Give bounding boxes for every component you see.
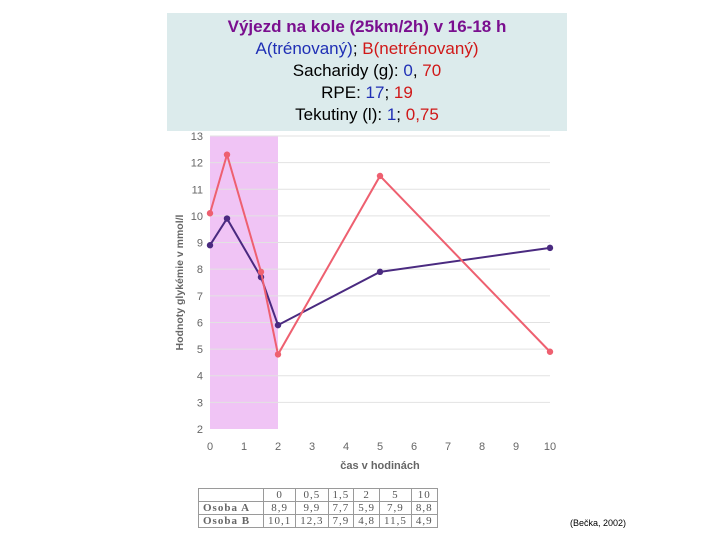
series-line (209, 151, 551, 358)
y-tick-label: 5 (197, 344, 203, 356)
y-tick-label: 13 (191, 131, 203, 143)
table-cell: 7,9 (327, 514, 355, 528)
fluids-b: 0,75 (405, 105, 439, 124)
x-tick-label: 2 (275, 441, 281, 453)
data-table: 0 0,5 1,5 2 5 10 Osoba A 8,9 9,9 7,7 5,9… (198, 488, 438, 528)
table-cell: 7,7 (327, 501, 355, 515)
data-point (376, 268, 384, 276)
table-header-cell: 0 (262, 488, 297, 502)
table-header-row: 0 0,5 1,5 2 5 10 (198, 488, 438, 502)
table-cell: 11,5 (379, 514, 412, 528)
x-tick-label: 9 (513, 441, 519, 453)
person-b-label: B(netrénovaný) (362, 39, 479, 58)
carbs-a: 0 (403, 61, 413, 80)
data-point (546, 244, 554, 252)
table-header-cell: 0,5 (295, 488, 329, 502)
fluids-prefix: Tekutiny (l): (295, 105, 387, 124)
x-tick-label: 4 (343, 441, 349, 453)
header-line-fluids: Tekutiny (l): 1; 0,75 (167, 104, 567, 126)
rpe-prefix: RPE: (321, 83, 366, 102)
separator: ; (352, 39, 363, 58)
data-point (206, 242, 214, 249)
table-header-cell (198, 488, 264, 502)
carbs-prefix: Sacharidy (g): (292, 61, 404, 80)
table-header-cell: 2 (353, 488, 380, 502)
carbs-b: 70 (422, 61, 442, 80)
table-cell: 4,8 (353, 514, 380, 528)
separator: , (412, 61, 423, 80)
table-cell: 7,9 (379, 501, 412, 515)
row-label: Osoba B (198, 514, 264, 528)
table-cell: 4,9 (410, 514, 438, 528)
y-tick-label: 11 (192, 184, 203, 196)
data-point (206, 210, 214, 217)
x-tick-label: 5 (377, 441, 383, 453)
table-cell: 12,3 (295, 514, 329, 528)
rpe-b: 19 (393, 83, 413, 102)
table-cell: 8,9 (262, 501, 297, 515)
table-cell: 10,1 (262, 514, 297, 528)
y-tick-label: 3 (197, 397, 203, 409)
header-line-persons: A(trénovaný); B(netrénovaný) (167, 38, 567, 60)
highlight-band (210, 136, 278, 429)
table-row: Osoba B 10,1 12,3 7,9 4,8 11,5 4,9 (198, 514, 438, 528)
y-tick-label: 4 (197, 371, 203, 383)
x-tick-label: 7 (445, 441, 451, 453)
chart-header: Výjezd na kole (25km/2h) v 16-18 h A(tré… (167, 13, 567, 131)
x-tick-label: 1 (241, 441, 247, 453)
data-point (223, 151, 231, 158)
data-point (546, 348, 554, 355)
data-point (257, 268, 265, 276)
table-header-cell: 5 (379, 488, 412, 502)
y-tick-label: 7 (197, 291, 203, 303)
x-tick-label: 8 (479, 441, 485, 453)
y-tick-label: 10 (191, 211, 203, 223)
x-tick-label: 3 (309, 441, 315, 453)
data-point (223, 215, 231, 222)
table-header-cell: 1,5 (327, 488, 355, 502)
data-point (274, 321, 282, 329)
y-axis-label: Hodnoty glykémie v mmol/l (174, 214, 186, 350)
table-cell: 5,9 (353, 501, 380, 515)
person-a-label: A(trénovaný) (255, 39, 353, 58)
y-tick-label: 2 (197, 424, 203, 436)
chart-title: Výjezd na kole (25km/2h) v 16-18 h (227, 17, 507, 36)
separator: ; (396, 105, 406, 124)
data-point (376, 172, 384, 180)
source-note: (Bečka, 2002) (570, 518, 627, 528)
x-tick-label: 0 (207, 441, 213, 453)
header-line-rpe: RPE: 17; 19 (167, 82, 567, 104)
table-header-cell: 10 (410, 488, 438, 502)
y-tick-label: 6 (197, 317, 203, 329)
row-label: Osoba A (198, 501, 264, 515)
separator: ; (384, 83, 394, 102)
y-tick-label: 8 (197, 264, 203, 276)
fluids-a: 1 (386, 105, 397, 124)
x-tick-label: 10 (544, 441, 556, 453)
data-point (274, 351, 282, 358)
header-line-carbs: Sacharidy (g): 0, 70 (167, 60, 567, 82)
table-cell: 9,9 (295, 501, 329, 515)
series-line (209, 216, 551, 327)
x-tick-label: 6 (411, 441, 417, 453)
y-tick-label: 12 (191, 158, 203, 170)
y-tick-label: 9 (197, 238, 203, 250)
x-axis-label: čas v hodinách (340, 460, 420, 472)
rpe-a: 17 (365, 83, 385, 102)
table-cell: 8,8 (410, 501, 438, 515)
table-row: Osoba A 8,9 9,9 7,7 5,9 7,9 8,8 (198, 501, 438, 515)
